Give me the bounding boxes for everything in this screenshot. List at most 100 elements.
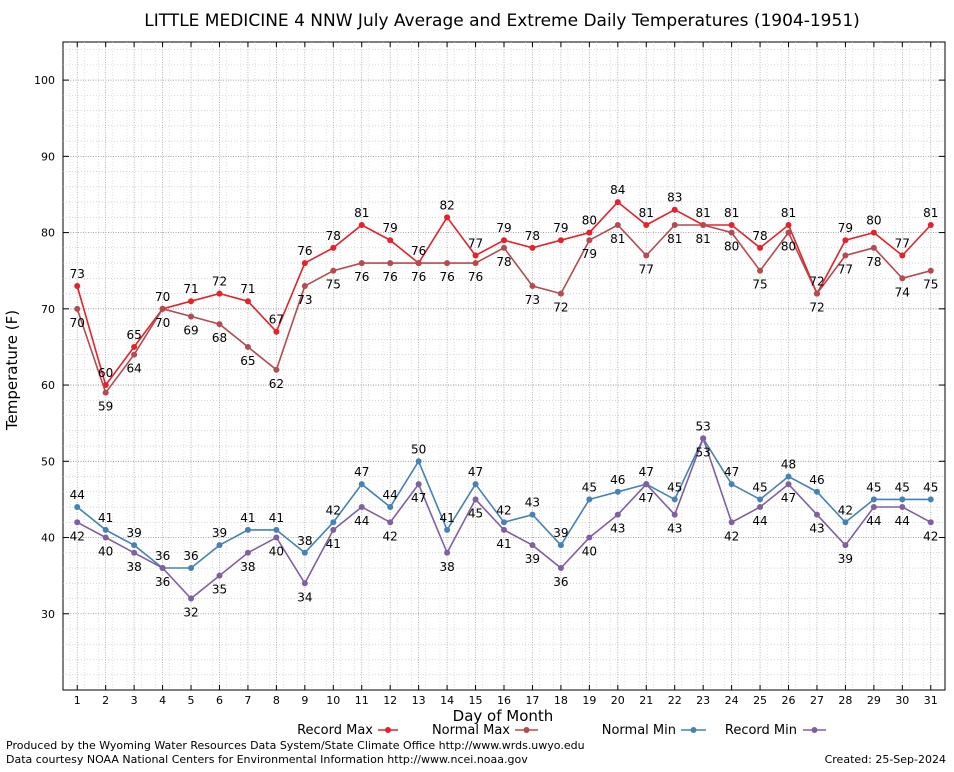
normal-max-data-label: 65: [240, 354, 255, 368]
record-max-data-label: 79: [383, 221, 398, 235]
normal-max-data-label: 69: [183, 323, 198, 337]
record-max-point: [301, 260, 308, 267]
record-max-data-label: 81: [923, 206, 938, 220]
normal-min-data-label: 41: [240, 511, 255, 525]
record-max-data-label: 60: [98, 366, 113, 380]
record-min-point: [586, 534, 593, 541]
normal-min-data-label: 43: [525, 496, 540, 510]
record-min-point: [74, 519, 81, 526]
record-min-data-label: 44: [895, 514, 910, 528]
record-max-data-label: 81: [639, 206, 654, 220]
normal-max-data-label: 77: [639, 262, 654, 276]
normal-max-point: [700, 221, 707, 228]
record-min-data-label: 42: [923, 529, 938, 543]
record-max-point: [188, 298, 195, 305]
normal-min-point: [529, 511, 536, 518]
normal-min-data-label: 46: [809, 473, 824, 487]
normal-min-point: [387, 504, 394, 511]
record-max-data-label: 81: [696, 206, 711, 220]
normal-max-point: [216, 321, 223, 328]
normal-max-data-label: 78: [866, 255, 881, 269]
normal-min-data-label: 47: [354, 465, 369, 479]
x-tick-label: 17: [525, 694, 539, 707]
normal-max-data-label: 81: [696, 232, 711, 246]
x-tick-label: 13: [412, 694, 426, 707]
normal-min-data-label: 41: [98, 511, 113, 525]
y-tick-label: 70: [41, 303, 55, 316]
x-axis-label: Day of Month: [453, 707, 554, 725]
record-min-data-label: 39: [525, 552, 540, 566]
record-max-point: [728, 221, 735, 228]
normal-max-data-label: 68: [212, 331, 227, 345]
record-max-data-label: 79: [838, 221, 853, 235]
normal-max-data-label: 80: [724, 240, 739, 254]
record-min-point: [188, 595, 195, 602]
chart-legend: Record Max Normal Max Normal Min Record Min: [297, 723, 826, 738]
normal-min-data-label: 44: [383, 488, 398, 502]
normal-min-data-label: 42: [838, 503, 853, 517]
x-tick-label: 1: [74, 694, 81, 707]
record-min-point: [728, 519, 735, 526]
record-min-point: [501, 526, 507, 533]
normal-min-data-label: 45: [866, 480, 881, 494]
normal-min-data-label: 47: [468, 465, 483, 479]
series-group: [74, 199, 934, 602]
record-max-data-label: 84: [610, 183, 625, 197]
normal-min-point: [728, 481, 735, 488]
normal-max-data-label: 76: [354, 270, 369, 284]
record-min-point: [301, 580, 308, 587]
normal-max-point: [415, 260, 422, 267]
y-axis-ticks: 30 40 50 60 70 80 90 100: [34, 74, 945, 621]
x-tick-label: 10: [326, 694, 340, 707]
normal-max-point: [102, 389, 109, 396]
record-max-data-label: 77: [468, 236, 483, 250]
record-max-point: [216, 290, 223, 297]
record-max-point: [927, 221, 934, 228]
normal-min-point: [358, 481, 365, 488]
record-min-point: [614, 511, 621, 518]
x-tick-label: 18: [554, 694, 568, 707]
normal-min-data-label: 45: [667, 480, 682, 494]
x-tick-label: 16: [497, 694, 511, 707]
record-min-point: [785, 481, 792, 488]
normal-max-data-label: 73: [297, 293, 312, 307]
record-max-data-label: 81: [781, 206, 796, 220]
record-min-point: [273, 534, 280, 541]
normal-max-point: [614, 221, 621, 228]
record-min-data-label: 38: [439, 560, 454, 574]
record-max-point: [131, 343, 138, 350]
normal-max-point: [273, 366, 280, 373]
legend-marker-normal-min: [690, 727, 697, 733]
record-max-data-label: 65: [126, 328, 141, 342]
x-tick-label: 2: [102, 694, 109, 707]
x-tick-label: 6: [216, 694, 223, 707]
record-max-point: [273, 328, 280, 335]
normal-max-point: [74, 305, 81, 312]
normal-min-data-label: 36: [183, 549, 198, 563]
record-max-data-label: 72: [212, 275, 227, 289]
normal-min-point: [244, 526, 251, 533]
record-min-data-label: 44: [752, 514, 767, 528]
record-min-data-label: 38: [240, 560, 255, 574]
normal-min-point: [614, 488, 621, 495]
normal-min-data-label: 42: [496, 503, 511, 517]
record-max-data-label: 81: [724, 206, 739, 220]
record-max-data-label: 80: [582, 214, 597, 228]
normal-max-point: [728, 229, 735, 236]
record-min-data-label: 36: [553, 575, 568, 589]
normal-max-point: [927, 267, 934, 274]
normal-min-point: [330, 519, 337, 526]
record-max-data-label: 78: [326, 229, 341, 243]
record-max-point: [842, 237, 849, 244]
normal-max-data-label: 70: [70, 316, 85, 330]
normal-max-data-label: 72: [553, 301, 568, 315]
record-min-data-label: 38: [126, 560, 141, 574]
record-min-data-label: 35: [212, 583, 227, 597]
record-min-point: [899, 504, 906, 511]
normal-max-data-label: 62: [269, 377, 284, 391]
record-min-data-label: 40: [98, 545, 113, 559]
normal-min-data-label: 45: [752, 480, 767, 494]
normal-max-point: [501, 244, 507, 251]
normal-max-point: [557, 290, 564, 297]
normal-min-point: [813, 488, 820, 495]
